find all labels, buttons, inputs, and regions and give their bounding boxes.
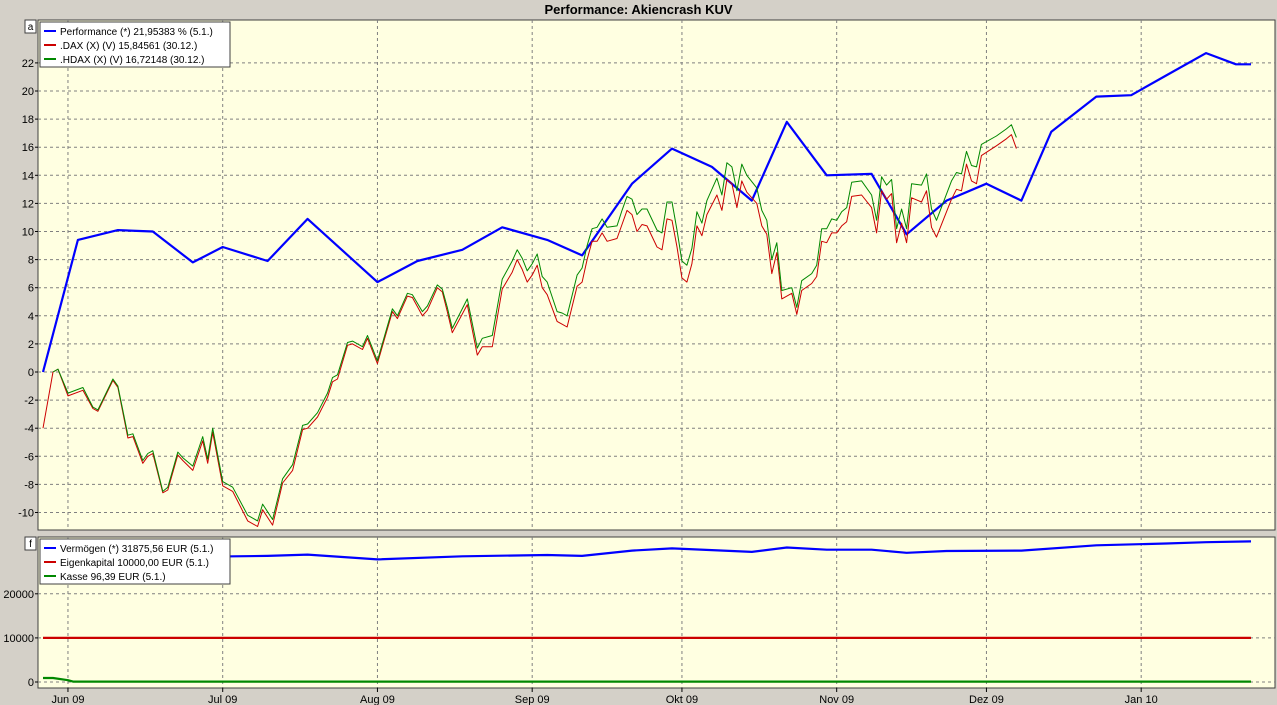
- x-tick-label: Okt 09: [666, 694, 698, 705]
- legend-label: Performance (*) 21,95383 % (5.1.): [60, 27, 213, 38]
- x-tick-label: Jun 09: [51, 694, 84, 705]
- panel-tag-box: [24, 19, 37, 34]
- y-tick-label: -6: [24, 451, 34, 463]
- plot-area: [37, 536, 1276, 689]
- series-line: [42, 134, 1017, 527]
- legend-label: Eigenkapital 10000,00 EUR (5.1.): [60, 558, 209, 569]
- x-tick-label: Aug 09: [360, 694, 395, 705]
- series-line: [43, 676, 1251, 683]
- series-line: [43, 540, 1252, 561]
- panel-tag: a: [28, 22, 34, 33]
- y-tick-label: 20000: [3, 589, 34, 601]
- y-tick-label: -8: [24, 479, 34, 491]
- series-line: [52, 124, 1017, 522]
- y-tick-label: 6: [28, 283, 34, 295]
- legend-label: Vermögen (*) 31875,56 EUR (5.1.): [60, 544, 213, 555]
- x-tick-label: Sep 09: [515, 694, 550, 705]
- y-tick-label: 8: [28, 255, 34, 267]
- y-tick-label: 0: [28, 367, 34, 379]
- y-tick-label: 16: [22, 142, 34, 154]
- x-tick-label: Dez 09: [969, 694, 1004, 705]
- x-tick-label: Jan 10: [1125, 694, 1158, 705]
- x-axis: Jun 09 Jul 09 Aug 09 Sep 09 Okt 09 Nov 09 Dez …: [38, 687, 1275, 705]
- legend-label: Kasse 96,39 EUR (5.1.): [60, 572, 166, 583]
- y-tick-label: 0: [28, 677, 34, 689]
- panel-tag-box: [24, 536, 37, 551]
- y-tick-label: 22: [22, 58, 34, 70]
- plot-area: [37, 19, 1276, 531]
- series-group: [41, 51, 1251, 527]
- y-tick-label: 10: [22, 227, 34, 239]
- series-line: [41, 51, 1251, 373]
- y-tick-label: -10: [18, 508, 34, 520]
- panel-1: 0 10000 20000 f Vermögen (*) 31875,56 EUR (5…: [3, 536, 1276, 689]
- chart-title: Performance: Akiencrash KUV: [544, 2, 733, 17]
- legend-box: [39, 21, 231, 68]
- y-tick-label: 20: [22, 86, 34, 98]
- y-tick-label: -4: [24, 423, 34, 435]
- series-group: [43, 540, 1252, 683]
- panel-0: -10 -8 -6 -4 -2 0 2 4 6 8 10 12 14 16 18 20 22 a Performan…: [18, 19, 1276, 531]
- legend-box: [39, 538, 231, 585]
- y-tick-label: 12: [22, 198, 34, 210]
- y-tick-label: 14: [22, 170, 34, 182]
- x-tick-label: Nov 09: [819, 694, 854, 705]
- panel-tag: f: [29, 539, 32, 550]
- y-tick-label: 2: [28, 339, 34, 351]
- legend-label: .HDAX (X) (V) 16,72148 (30.12.): [60, 55, 205, 66]
- y-tick-label: 4: [28, 311, 34, 323]
- y-tick-label: 10000: [3, 633, 34, 645]
- y-tick-label: 18: [22, 114, 34, 126]
- x-tick-label: Jul 09: [208, 694, 237, 705]
- y-tick-label: -2: [24, 395, 34, 407]
- legend-label: .DAX (X) (V) 15,84561 (30.12.): [60, 41, 197, 52]
